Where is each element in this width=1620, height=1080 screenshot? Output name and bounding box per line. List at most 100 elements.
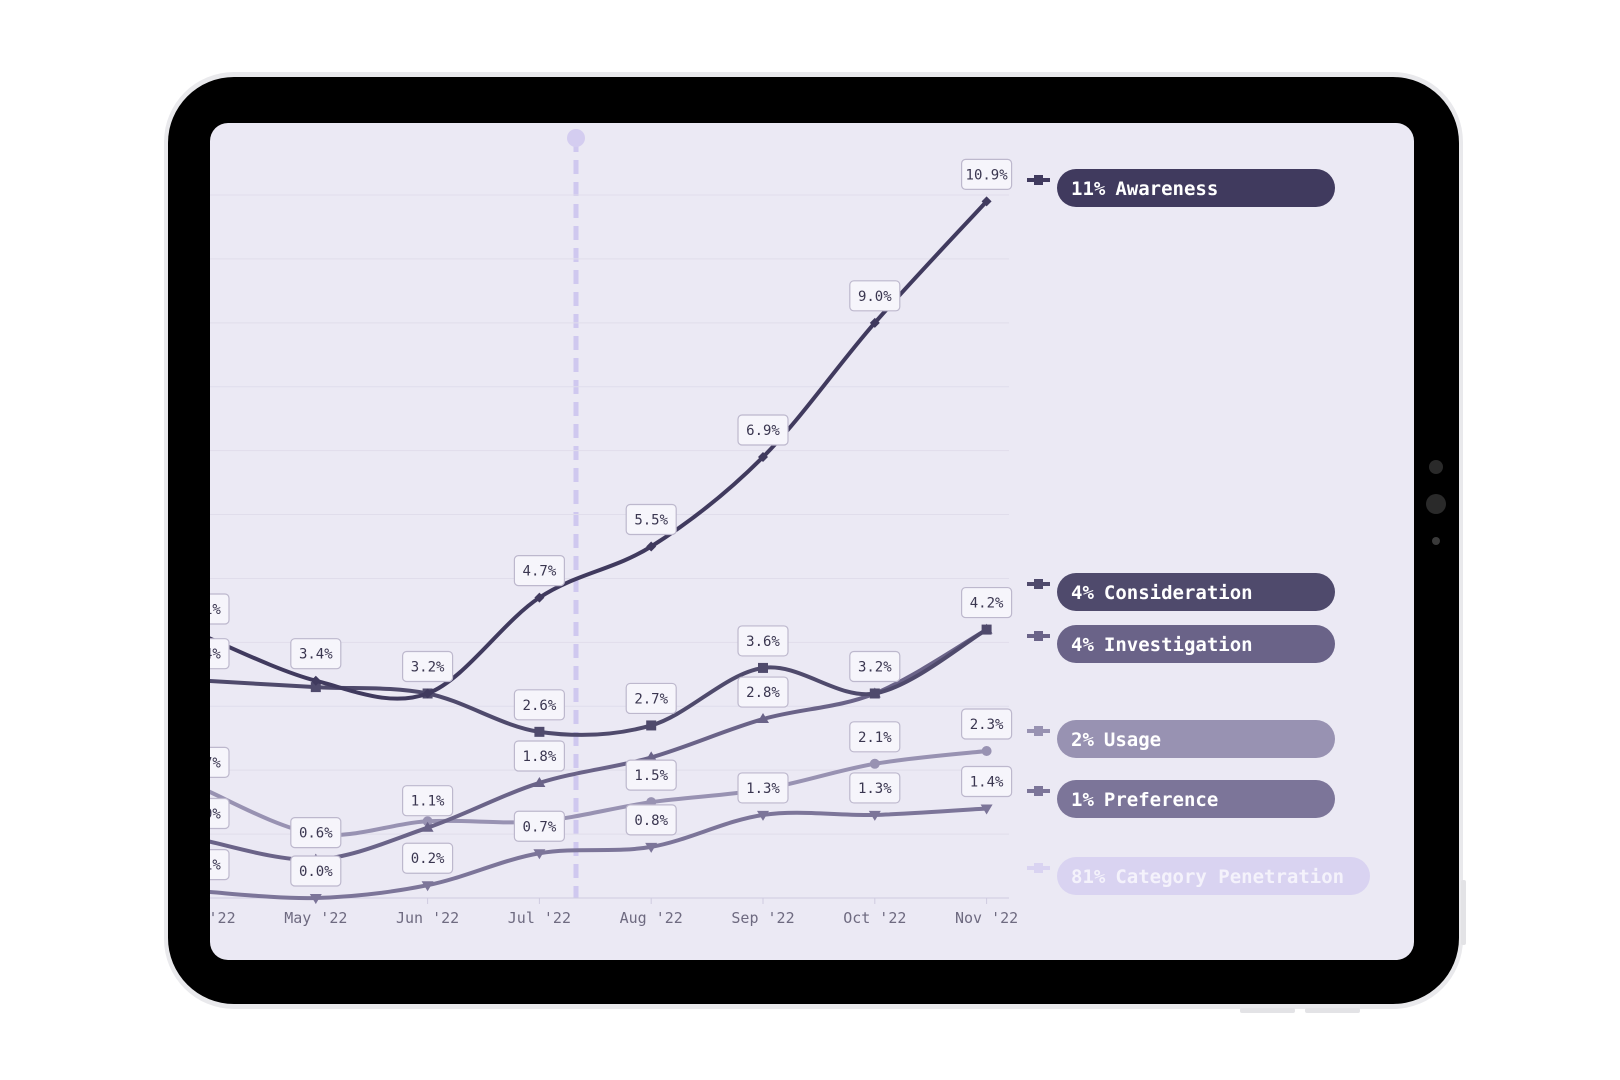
legend-pill — [1057, 169, 1335, 207]
x-tick-label: Sep '22 — [731, 909, 794, 927]
point — [757, 810, 769, 821]
legend-value: 2% — [1071, 729, 1094, 751]
legend-name: Usage — [1104, 729, 1161, 751]
point — [309, 894, 322, 904]
label-box — [402, 650, 454, 683]
legend-swatch — [1034, 579, 1043, 589]
legend-label: 2% Usage — [1071, 729, 1161, 751]
value-label: 3.6% — [746, 634, 780, 650]
value-label: 2.1% — [858, 730, 892, 746]
label-box — [625, 759, 677, 791]
legend-value: 4% — [1071, 634, 1094, 656]
label-box — [290, 817, 342, 849]
point — [981, 746, 992, 757]
point — [869, 758, 880, 769]
legend-label: 4% Investigation — [1071, 634, 1253, 656]
label-box — [625, 503, 677, 536]
legend-label: 81% Category Penetration — [1071, 866, 1344, 888]
point — [758, 662, 768, 673]
legend-value: 4% — [1071, 582, 1094, 604]
value-label: 4.1% — [187, 602, 221, 618]
point — [534, 726, 545, 737]
value-label: 5.5% — [634, 513, 668, 529]
x-tick-label: Nov '22 — [955, 909, 1018, 927]
label-box — [849, 650, 901, 683]
point — [645, 842, 658, 853]
x-tick-label: Jul '22 — [508, 909, 571, 927]
label-box — [849, 772, 901, 804]
legend-label: 4% Consideration — [1071, 582, 1253, 604]
value-label: 3.4% — [299, 647, 333, 663]
sensor — [1429, 460, 1443, 474]
legend-value: 1% — [1071, 789, 1094, 811]
legend-name: Preference — [1104, 789, 1218, 811]
legend-name: Category Penetration — [1115, 866, 1344, 888]
volume-button — [1305, 1008, 1360, 1013]
point — [758, 452, 768, 463]
value-label: 1.3% — [858, 781, 892, 797]
x-tick-label: May '22 — [284, 909, 347, 927]
label-box — [849, 721, 901, 753]
value-label: 3.2% — [411, 659, 445, 675]
legend-swatch — [1034, 631, 1043, 641]
label-box — [210, 593, 230, 625]
label-box — [290, 638, 342, 670]
series-line — [210, 199, 989, 701]
label-box — [625, 682, 677, 715]
legend-label: 1% Preference — [1071, 789, 1218, 811]
legend-swatch — [1034, 175, 1043, 185]
label-box — [960, 708, 1013, 740]
legend-value: 11% — [1071, 178, 1106, 200]
value-label: 1.5% — [634, 768, 668, 784]
x-tick-label: Jun '22 — [396, 909, 459, 927]
legend-pill — [1057, 780, 1335, 818]
label-box — [737, 676, 789, 708]
value-label: 2.8% — [746, 685, 780, 701]
legend-value: 81% — [1071, 866, 1106, 888]
label-box — [402, 785, 454, 817]
point — [422, 688, 433, 699]
label-box — [960, 158, 1013, 190]
sensor — [1432, 537, 1440, 545]
value-label: 1.3% — [746, 781, 780, 797]
point — [646, 720, 657, 731]
point — [533, 849, 546, 860]
label-box — [513, 740, 566, 772]
value-label: 2.7% — [634, 691, 668, 707]
value-label: 3.2% — [858, 659, 892, 675]
legend-pill — [1057, 573, 1335, 611]
label-box — [402, 842, 454, 874]
point — [868, 810, 881, 821]
value-label: 0.8% — [634, 813, 668, 829]
label-box — [849, 280, 901, 312]
point — [422, 816, 433, 827]
label-box — [960, 765, 1013, 798]
legend-swatch — [1034, 786, 1043, 796]
x-tick-label: Aug '22 — [620, 909, 683, 927]
value-label: 1.4% — [970, 775, 1004, 791]
legend-swatch — [1034, 726, 1043, 736]
value-label: 1.8% — [523, 749, 557, 765]
value-label: 4.7% — [523, 564, 557, 580]
point — [981, 196, 992, 207]
label-box — [960, 586, 1013, 619]
value-label: 1.7% — [187, 755, 221, 771]
label-box — [210, 746, 230, 778]
point — [981, 624, 992, 635]
point — [645, 751, 658, 762]
label-box — [737, 772, 789, 804]
value-label: 0.1% — [187, 858, 221, 874]
legend-label: 11% Awareness — [1071, 178, 1218, 200]
legend-name: Awareness — [1115, 178, 1218, 200]
label-box — [513, 689, 566, 721]
camera — [1426, 494, 1446, 514]
volume-button — [1240, 1008, 1295, 1013]
label-box — [210, 638, 230, 670]
point — [421, 821, 434, 832]
legend-pill — [1057, 625, 1335, 663]
point — [757, 713, 769, 724]
label-box — [625, 804, 677, 836]
label-box — [290, 855, 342, 887]
